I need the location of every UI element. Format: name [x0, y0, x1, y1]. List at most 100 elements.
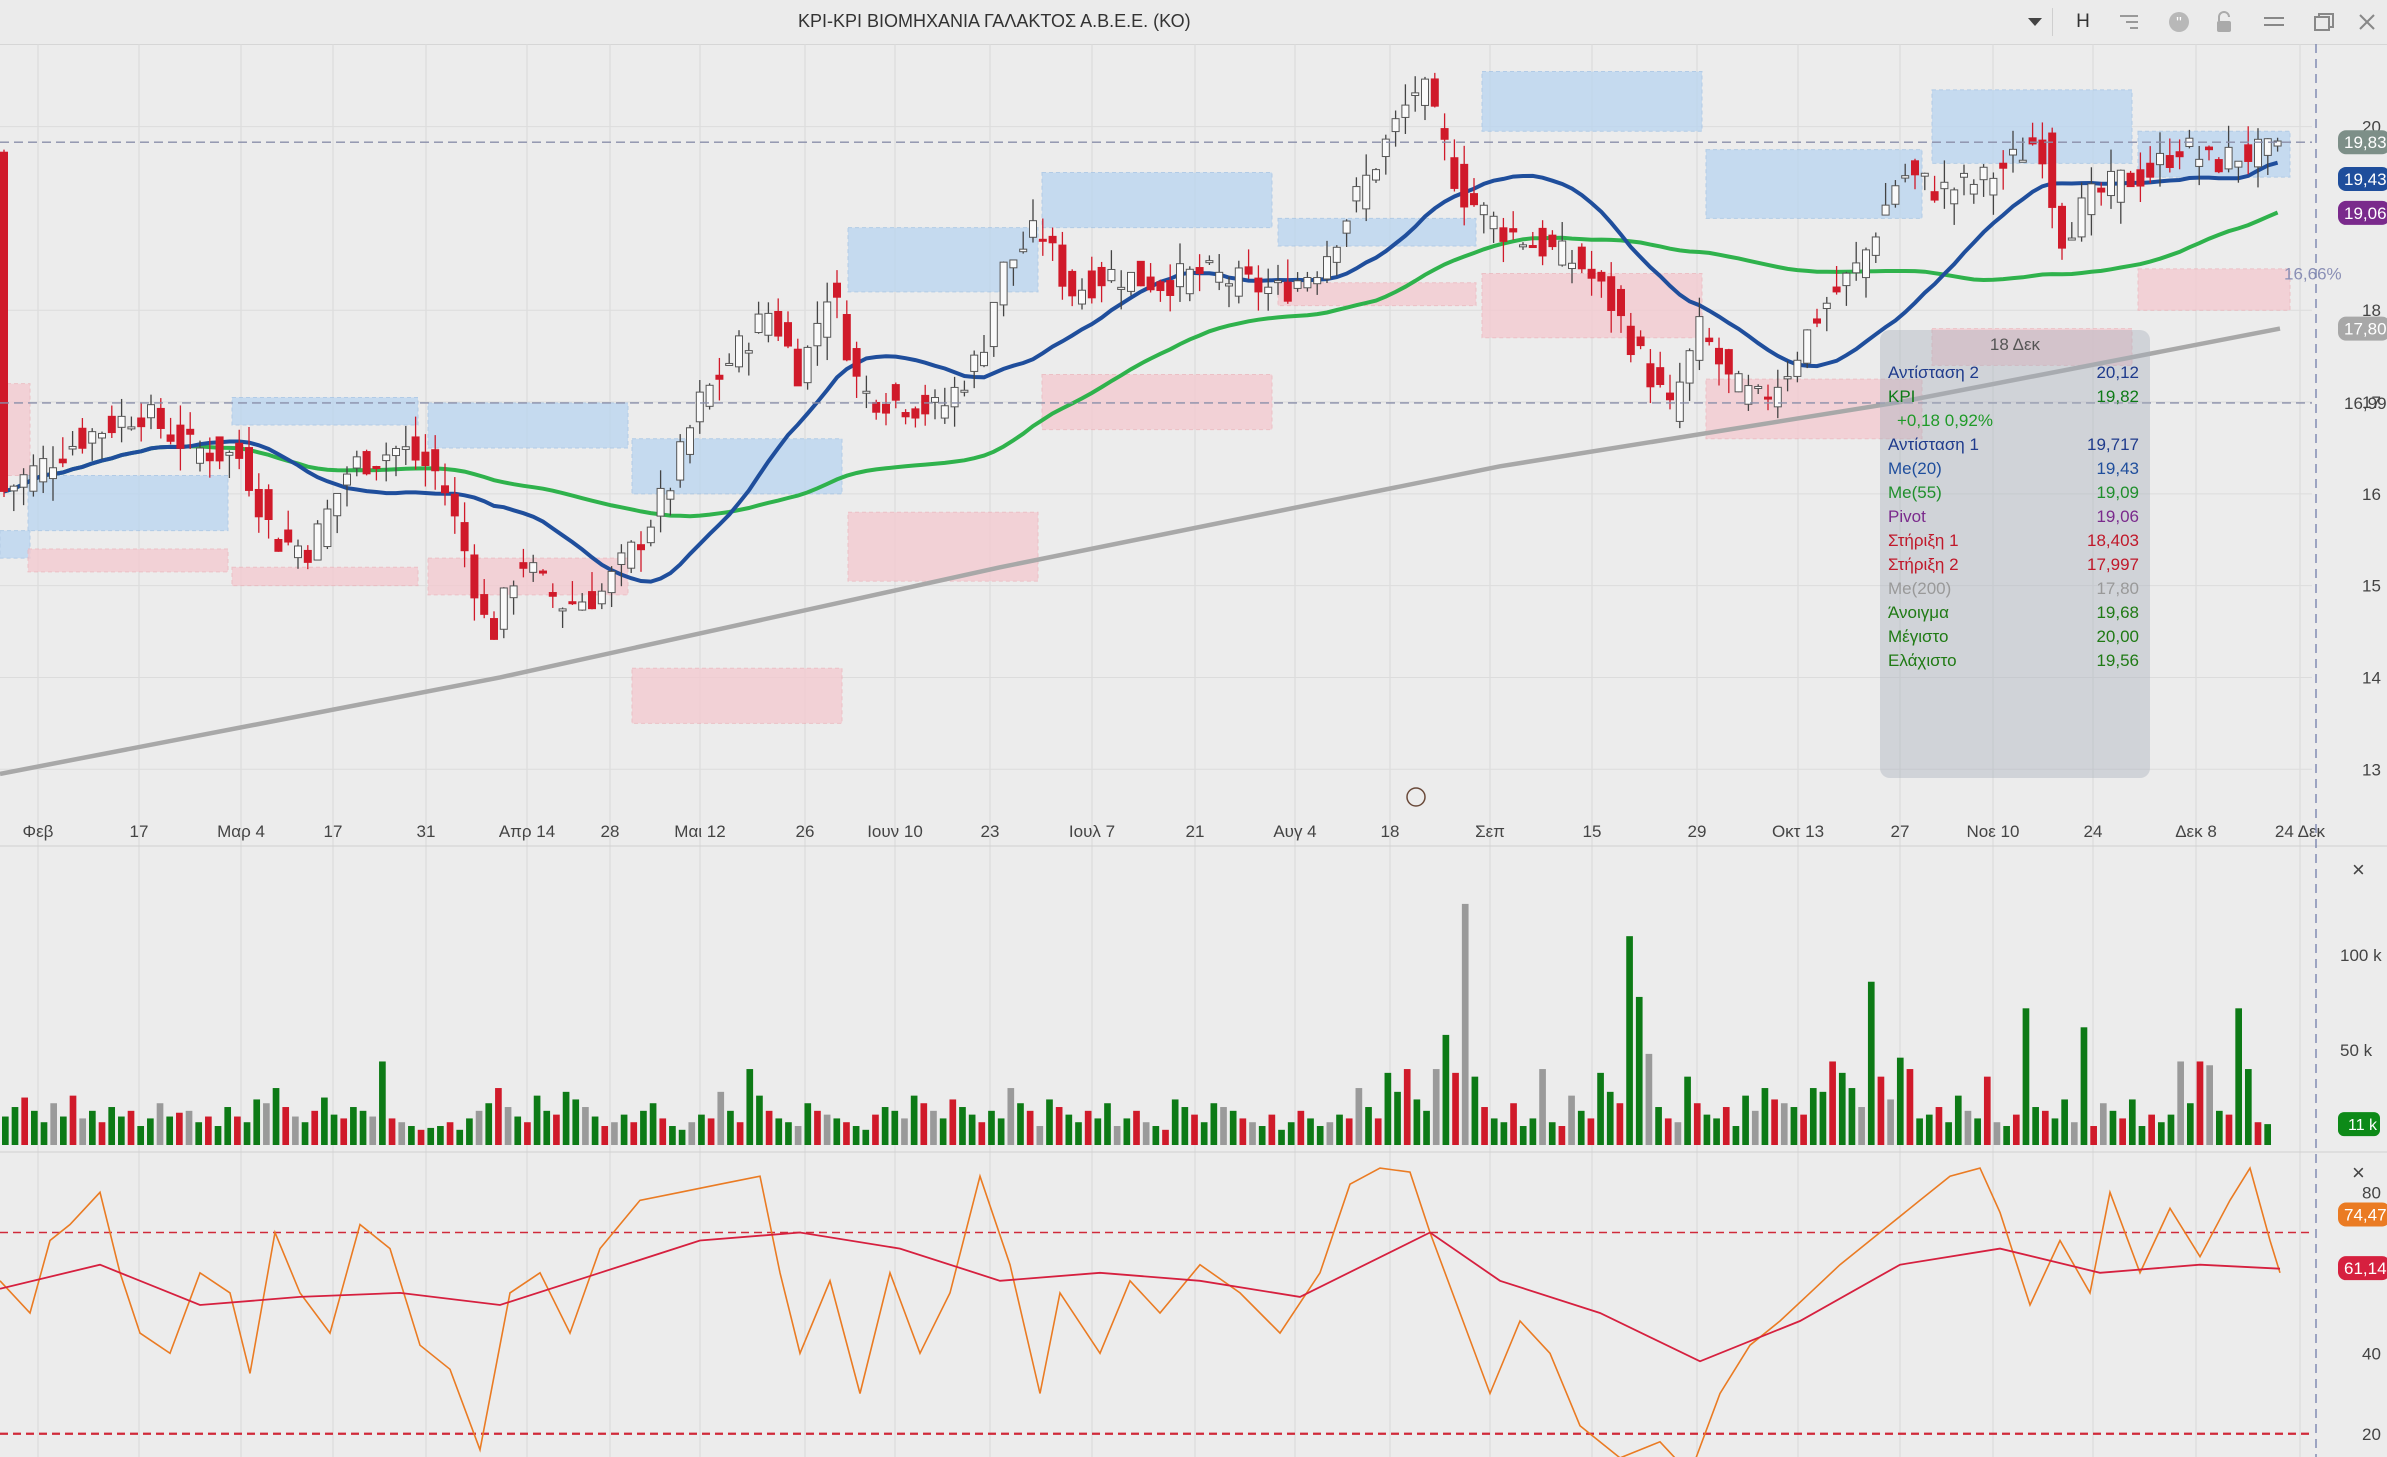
candle-up	[1009, 259, 1018, 269]
volume-bar	[997, 1118, 1005, 1145]
volume-bar	[243, 1122, 251, 1145]
candle-up	[2107, 170, 2115, 197]
candle-down	[1577, 246, 1586, 270]
tooltip-date: 18 Δεκ	[1989, 335, 2041, 354]
volume-bar	[2080, 1027, 2088, 1145]
candle-down	[852, 348, 861, 377]
candlesticks	[0, 72, 2282, 640]
close-volume-panel-icon[interactable]: ×	[2352, 857, 2365, 882]
candle-down	[1607, 276, 1616, 311]
volume-bar	[369, 1116, 377, 1145]
restore-icon[interactable]	[2307, 6, 2341, 38]
price-label-text: 19,83	[2344, 133, 2387, 152]
candle-up	[1352, 186, 1361, 202]
volume-bar	[417, 1129, 425, 1145]
volume-bar	[1664, 1118, 1672, 1145]
volume-bar	[2215, 1110, 2223, 1145]
volume-bar	[60, 1116, 67, 1145]
candle-down	[1656, 367, 1665, 385]
date-tick-label: Μαι 12	[674, 822, 725, 841]
volume-bar	[224, 1107, 232, 1145]
volume-bar	[1171, 1099, 1179, 1145]
candle-down	[421, 451, 430, 467]
date-axis: Φεβ 17 Μαρ 4 17 31 Απρ 14 28 Μαι 12 26 Ιουν 10 23 Ι…	[23, 822, 2326, 841]
candle-down	[0, 151, 8, 492]
volume-bar	[176, 1112, 183, 1145]
candle-up	[1754, 385, 1763, 389]
chevron-down-icon[interactable]	[2018, 6, 2052, 38]
candle-down	[1646, 363, 1655, 388]
volume-bar	[1887, 1099, 1894, 1145]
volume-bar	[2206, 1065, 2213, 1145]
list-icon[interactable]	[2112, 6, 2146, 38]
candle-up	[49, 467, 57, 480]
candle-down	[166, 434, 175, 442]
price-tick-label: 16	[2362, 485, 2381, 504]
date-tick-label: 31	[417, 822, 436, 841]
resistance-zone	[231, 396, 419, 426]
candle-up	[754, 313, 763, 334]
chart-canvas[interactable]: 2018171615141319,8319,4319,0617,8016,991…	[0, 44, 2387, 1457]
quote-icon[interactable]: "	[2162, 6, 2196, 38]
candle-down	[1136, 260, 1145, 287]
candle-up	[1950, 189, 1959, 205]
date-tick-label: Αυγ 4	[1273, 822, 1316, 841]
volume-bar	[1983, 1076, 1991, 1145]
candle-down	[519, 562, 528, 569]
volume-bar	[495, 1088, 502, 1145]
volume-bar	[1307, 1118, 1314, 1145]
volume-bar	[1645, 1053, 1653, 1145]
tooltip-row-label: Ελάχιστο	[1888, 651, 1957, 670]
candle-down	[2126, 172, 2135, 188]
tooltip-row: Ελάχιστο 19,56	[1880, 649, 2150, 673]
tooltip-change: +0,18 0,92%	[1897, 411, 1993, 430]
volume-bar	[1925, 1114, 1933, 1145]
volume-bar	[2119, 1118, 2126, 1145]
volume-bar	[1713, 1118, 1720, 1145]
candle-down	[588, 591, 596, 610]
candle-down	[568, 601, 577, 605]
date-tick-label: 27	[1891, 822, 1910, 841]
crosshair	[1406, 44, 2317, 1457]
price-tick-label: 17	[2362, 393, 2381, 412]
volume-bar	[688, 1122, 696, 1145]
candle-up	[1940, 181, 1949, 190]
close-icon[interactable]	[2350, 6, 2384, 38]
volume-bar	[1432, 1069, 1440, 1145]
tooltip-row: KPI 19,82	[1880, 385, 2150, 409]
tooltip-row: Me(55) 19,09	[1880, 481, 2150, 505]
candle-down	[2205, 146, 2213, 151]
candle-up	[999, 261, 1008, 306]
interval-button[interactable]: H	[2076, 11, 2090, 32]
candle-down	[205, 452, 214, 462]
minimize-icon[interactable]	[2257, 6, 2291, 38]
volume-bar	[292, 1116, 299, 1145]
tooltip-row: Μέγιστο 20,00	[1880, 625, 2150, 649]
volume-bar	[234, 1116, 241, 1145]
tooltip-row-value: 19,06	[2096, 507, 2139, 526]
candle-up	[2156, 152, 2164, 166]
volume-bar	[669, 1126, 676, 1145]
candle-down	[362, 451, 371, 475]
percent-label: 16,66%	[2284, 265, 2342, 284]
volume-bar	[79, 1118, 87, 1145]
candle-up	[1107, 268, 1116, 282]
candle-up	[343, 473, 351, 486]
candle-up	[1989, 177, 1998, 196]
candle-down	[176, 424, 185, 449]
price-label-text: 17,80	[2344, 320, 2387, 339]
date-tick-label: Δεκ 8	[2175, 822, 2217, 841]
candle-up	[1793, 359, 1802, 377]
volume-bar	[340, 1118, 348, 1145]
rsi-panel: 80 40 20 74,47 61,14	[0, 1166, 2387, 1457]
candle-up	[1342, 220, 1351, 234]
volume-bar	[1684, 1076, 1691, 1145]
volume-bar	[1355, 1088, 1363, 1145]
candle-down	[1597, 271, 1606, 282]
candle-down	[1156, 281, 1165, 292]
candle-down	[2214, 159, 2223, 173]
lock-icon[interactable]	[2207, 6, 2241, 38]
volume-bar	[543, 1110, 551, 1145]
close-rsi-panel-icon[interactable]: ×	[2352, 1160, 2365, 1185]
volume-bar	[475, 1110, 483, 1145]
